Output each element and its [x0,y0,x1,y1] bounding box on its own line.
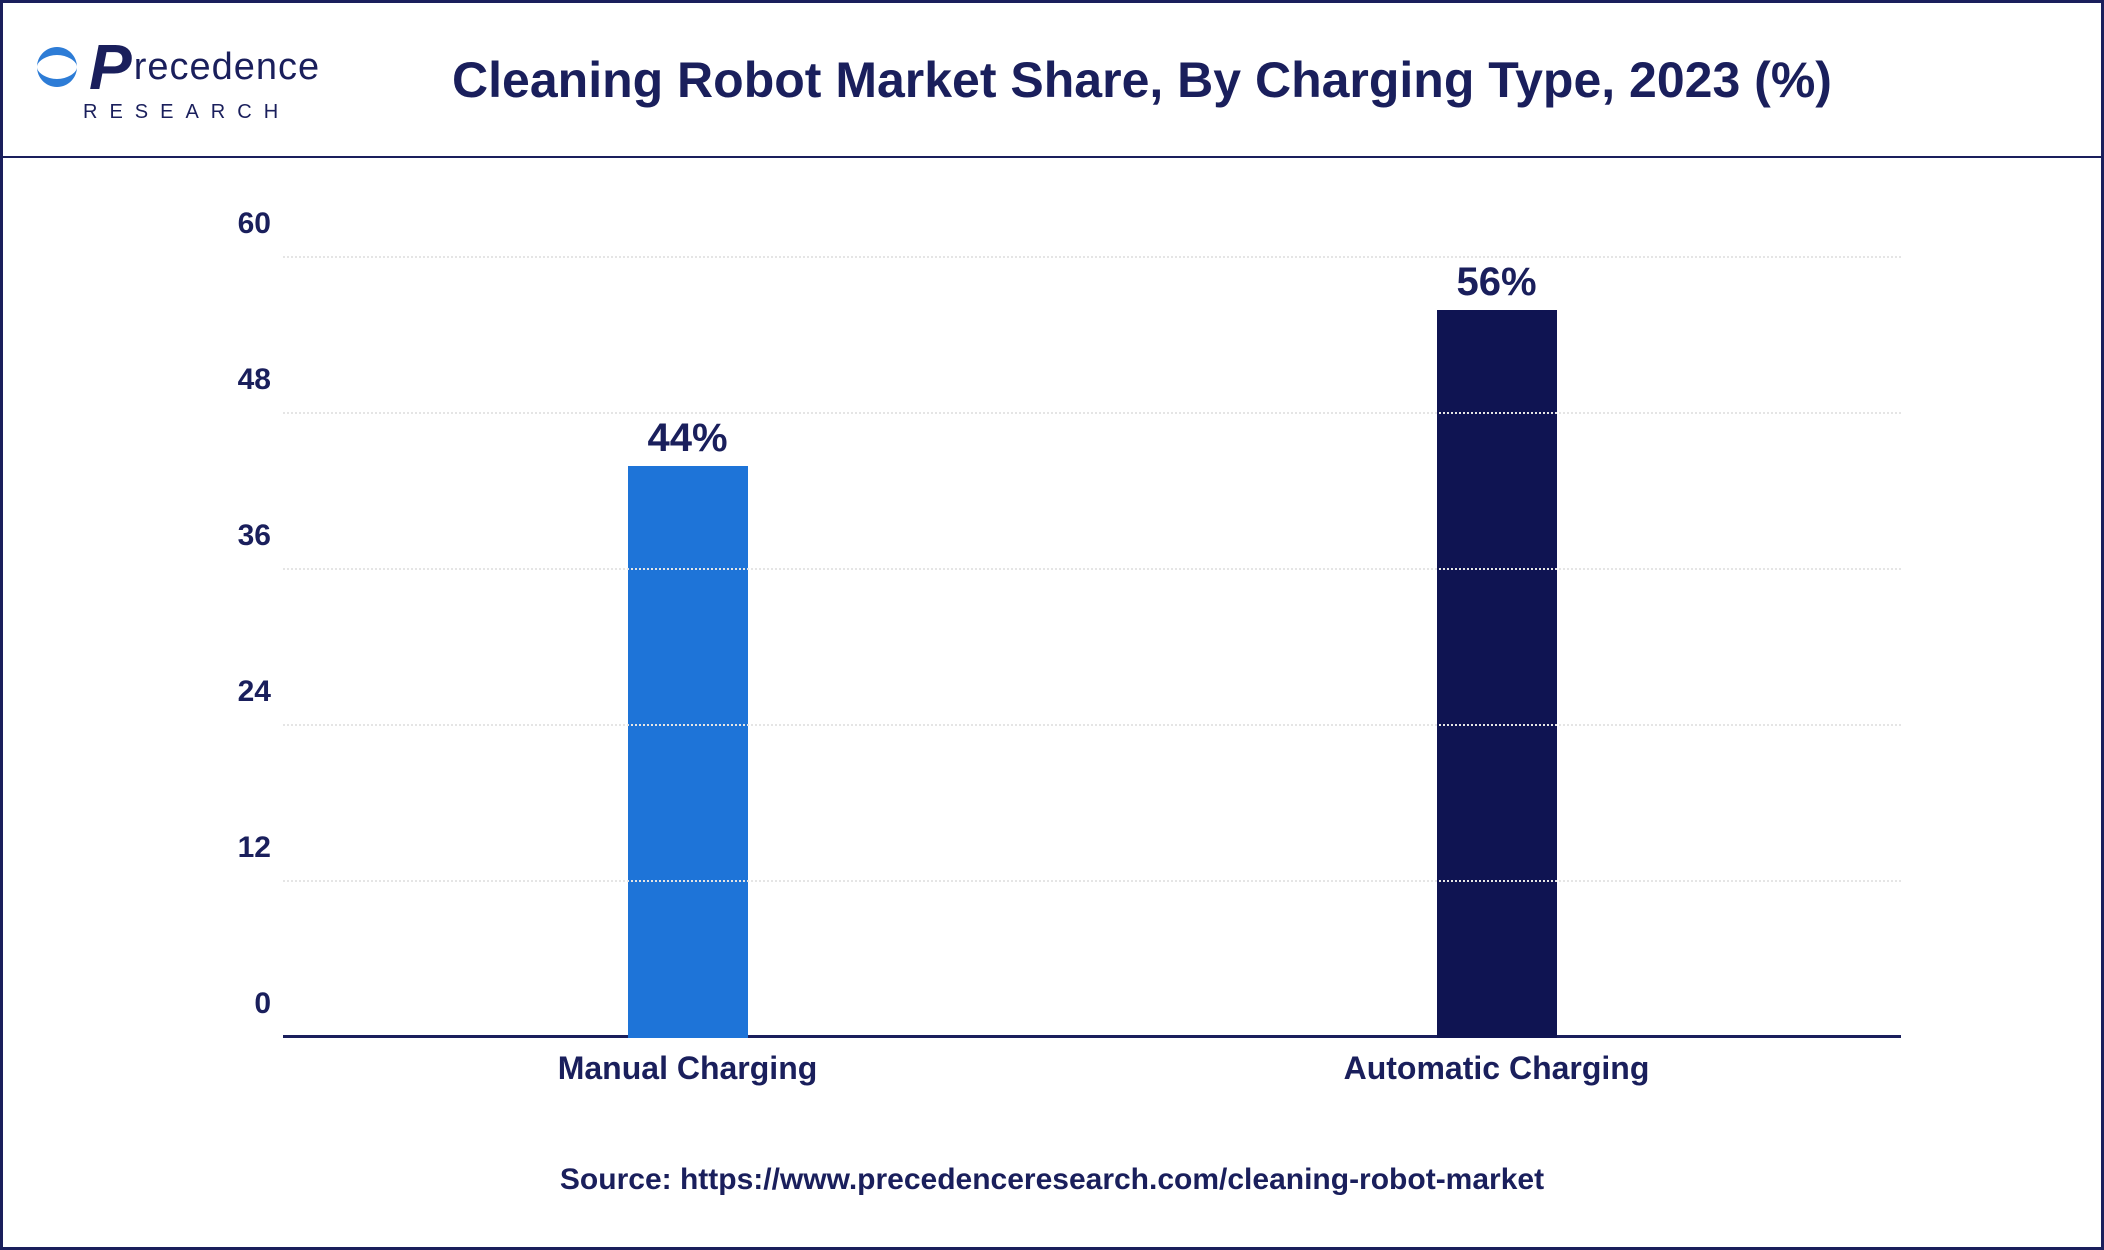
x-labels: Manual Charging Automatic Charging [283,1038,1901,1087]
bar: 44% [628,466,748,1038]
chart-frame: P recedence RESEARCH Cleaning Robot Mark… [0,0,2104,1250]
y-axis: 01224364860 [203,258,283,1038]
plot: 01224364860 44%56% Manual ChargingAutoma… [203,258,1901,1038]
y-tick: 0 [254,987,271,1021]
grid-line [283,724,1901,726]
logo-row: P recedence [33,35,320,99]
chart-title: Cleaning Robot Market Share, By Charging… [333,51,2071,109]
bars-container: 44% 56% [283,258,1901,1038]
y-tick: 24 [238,675,271,709]
bar: 56% [1437,310,1557,1038]
y-tick: 48 [238,363,271,397]
bar-group: 56% [1173,310,1820,1038]
grid-line [283,412,1901,414]
logo-swoosh-icon [33,43,81,91]
chart-area: 0 12 24 36 48 60 44% 56% Manual Charging Automa… [3,158,2101,1133]
logo: P recedence RESEARCH [33,35,333,124]
logo-sub-text: RESEARCH [83,101,290,124]
grid-line [283,256,1901,258]
grid-line [283,880,1901,882]
bar-value-label: 44% [647,416,727,461]
bar-value-label: 56% [1456,260,1536,305]
plot-inner: 44% 56% [283,258,1901,1038]
source-text: Source: https://www.precedenceresearch.c… [3,1133,2101,1247]
grid-line [283,568,1901,570]
x-label: Automatic Charging [1173,1050,1820,1087]
logo-letter: P [89,35,132,99]
header: P recedence RESEARCH Cleaning Robot Mark… [3,3,2101,158]
y-tick: 60 [238,207,271,241]
x-label: Manual Charging [364,1050,1011,1087]
logo-main-text: recedence [134,48,320,86]
y-tick: 36 [238,519,271,553]
y-tick: 12 [238,831,271,865]
bar-group: 44% [364,466,1011,1038]
